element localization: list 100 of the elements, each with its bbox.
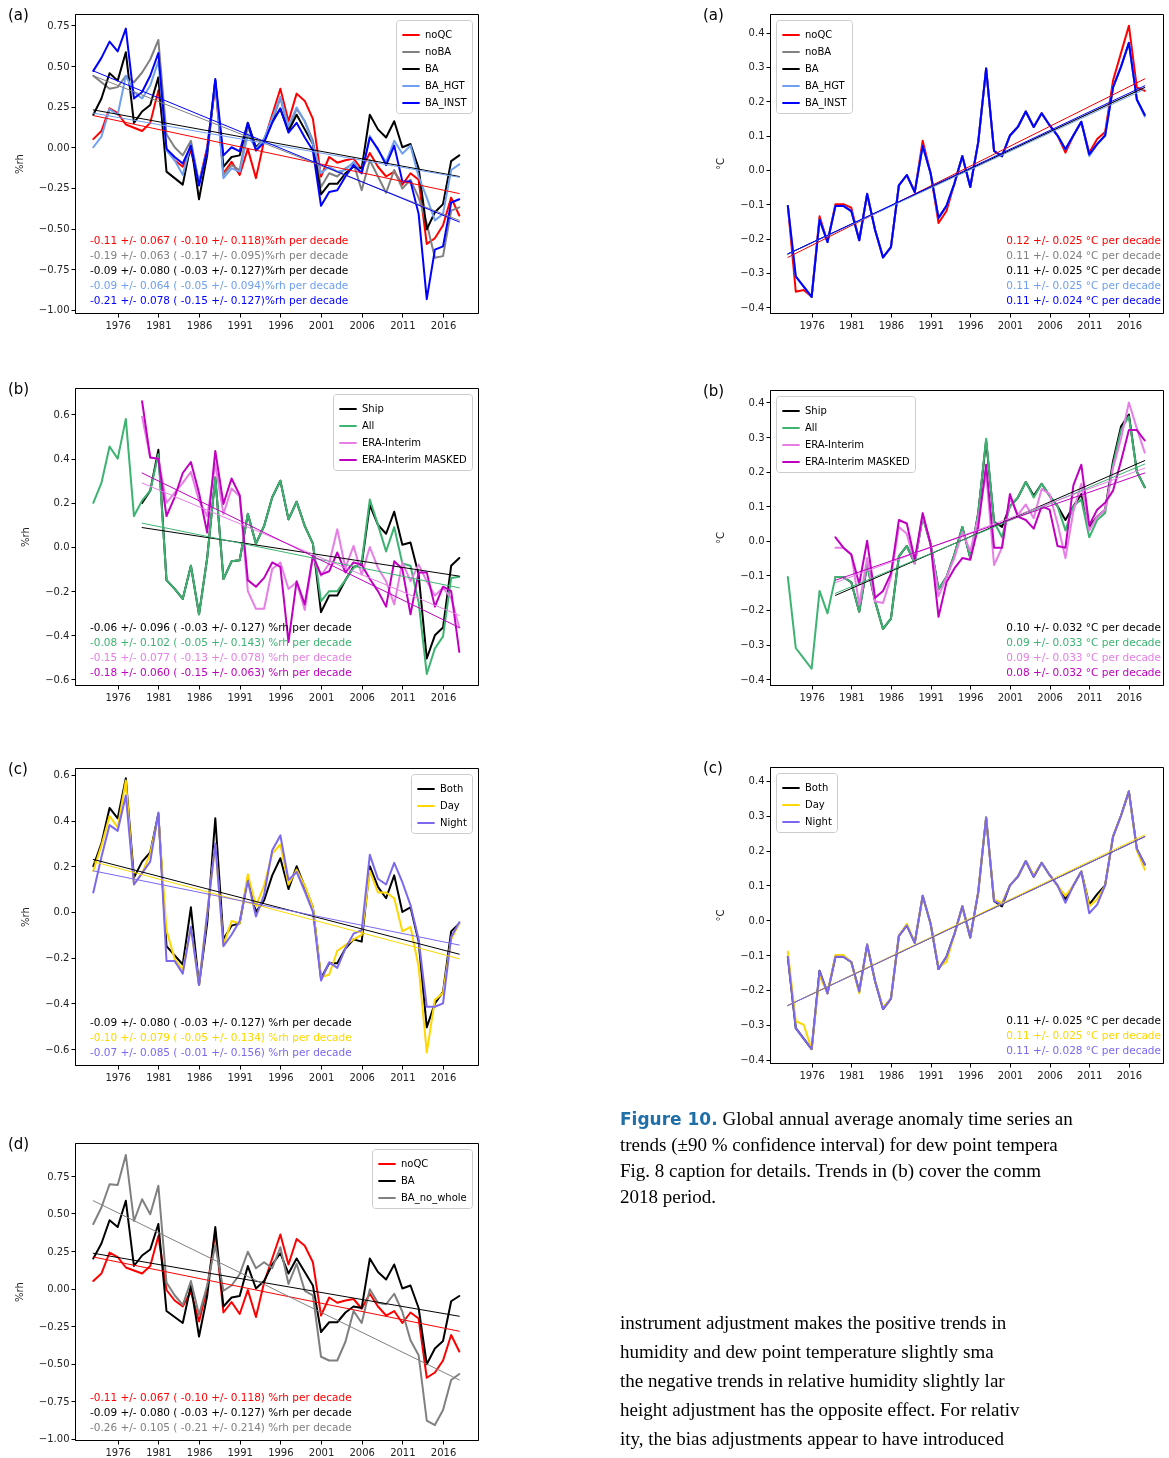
annotation: -0.09 +/- 0.080 ( -0.03 +/- 0.127) %rh per decade [90,1016,352,1028]
annotation: 0.11 +/- 0.025 °C per decade [1006,279,1161,291]
text: trends (±90 % confidence interval) for dew point tempera [620,1133,1059,1157]
x-tick-label: 2001 [308,1071,335,1083]
y-tick-label: −0.4 [45,997,70,1009]
x-tick-label: 2006 [1037,691,1063,703]
y-tick-label: 0.2 [748,845,765,857]
x-tick-label: 2001 [308,319,335,331]
x-tick-label: 2006 [1037,319,1063,331]
legend-label: ERA-Interim [805,439,865,450]
annotation: -0.09 +/- 0.080 ( -0.03 +/- 0.127) %rh per decade [90,1406,352,1418]
x-tick-label: 2016 [1116,1069,1143,1081]
x-tick-label: 2011 [390,691,416,703]
y-tick-label: 0.4 [748,396,765,408]
annotation: -0.18 +/- 0.060 ( -0.15 +/- 0.063) %rh per decade [90,666,352,678]
x-tick-label: 1976 [105,319,131,331]
annotation: 0.11 +/- 0.028 °C per decade [1006,1044,1161,1056]
legend-label: BA_INST [425,97,468,109]
chart-title: (b) [8,380,30,398]
y-tick-label: −0.4 [740,301,765,313]
legend-label: BA_no_whole [401,1192,467,1204]
x-tick-label: 2016 [1116,319,1143,331]
x-tick-label: 1996 [958,1069,984,1081]
x-tick-label: 1991 [227,691,253,703]
annotation: 0.09 +/- 0.033 °C per decade [1006,636,1161,648]
y-tick-label: −0.2 [740,984,765,996]
y-axis-title: %rh [13,1282,25,1302]
y-tick-label: −0.3 [740,1019,765,1031]
legend-label: Ship [805,405,827,416]
chart-title: (c) [8,760,28,778]
x-tick-label: 1996 [268,1071,294,1083]
y-tick-label: −0.3 [740,639,765,651]
chart-title: (a) [8,6,29,24]
y-tick-label: 0.4 [53,453,70,465]
y-tick-label: −0.75 [38,263,70,275]
x-tick-label: 1986 [878,319,905,331]
legend-label: Day [805,799,825,810]
y-tick-label: −0.1 [740,949,765,961]
legend-label: BA_HGT [425,80,466,92]
text: humidity and dew point temperature slightly sma [620,1340,995,1364]
legend-label: noQC [401,1158,429,1169]
x-tick-label: 1986 [186,319,213,331]
y-tick-label: 0.4 [748,27,765,39]
annotation: 0.11 +/- 0.025 °C per decade [1006,264,1161,276]
x-tick-label: 2001 [308,691,335,703]
text: Figure 10. [620,1109,718,1129]
annotation: -0.08 +/- 0.102 ( -0.05 +/- 0.143) %rh per decade [90,636,352,648]
x-tick-label: 1986 [186,691,213,703]
legend-label: All [805,422,818,433]
legend-label: BA [401,1175,415,1186]
x-tick-label: 1986 [878,691,905,703]
annotation: 0.11 +/- 0.024 °C per decade [1006,294,1161,306]
x-tick-label: 1991 [918,1069,944,1081]
legend-label: noBA [425,46,452,57]
x-tick-label: 2011 [1077,691,1103,703]
annotation: -0.26 +/- 0.105 ( -0.21 +/- 0.214) %rh per decade [90,1421,352,1433]
text: instrument adjustment makes the positive trends in [620,1311,1008,1335]
x-tick-label: 2016 [1116,691,1143,703]
legend-label: Day [440,800,460,811]
y-tick-label: −0.2 [45,952,70,964]
x-tick-label: 1996 [958,319,984,331]
x-tick-label: 2006 [1037,1069,1063,1081]
legend-label: Night [805,816,832,827]
x-tick-label: 1991 [918,319,944,331]
y-tick-label: 0.00 [47,1283,70,1294]
x-tick-label: 1991 [918,691,944,703]
chart-title: (c) [703,759,723,777]
x-tick-label: 1981 [146,319,172,331]
caption: Fig. 8 caption for details. Trends in (b) cover the comm [620,1159,1043,1183]
annotation: 0.11 +/- 0.024 °C per decade [1006,249,1161,261]
legend-label: ERA-Interim MASKED [362,454,467,465]
y-tick-label: 0.2 [748,466,765,478]
x-tick-label: 1996 [268,319,294,331]
x-tick-label: 1986 [186,1446,213,1458]
x-tick-label: 1986 [878,1069,905,1081]
y-tick-label: −0.6 [45,1043,70,1055]
x-tick-label: 2016 [430,1071,457,1083]
y-tick-label: −0.4 [740,673,765,685]
y-tick-label: 0.1 [748,130,765,142]
annotation: -0.11 +/- 0.067 ( -0.10 +/- 0.118) %rh per decade [90,1391,352,1403]
y-tick-label: 0.50 [47,60,70,72]
y-tick-label: 0.2 [53,860,70,872]
x-tick-label: 1981 [146,1071,172,1083]
y-tick-label: 0.0 [748,164,765,176]
y-axis-title: °C [715,531,727,544]
legend-label: Both [440,783,464,794]
text: height adjustment has the opposite effect. For relativ [620,1398,1020,1422]
legend-label: All [362,420,375,431]
x-tick-label: 1981 [839,319,865,331]
x-tick-label: 2006 [349,691,375,703]
y-tick-label: −0.75 [38,1395,70,1407]
y-tick-label: 0.75 [47,1170,70,1182]
annotation: 0.10 +/- 0.032 °C per decade [1006,621,1161,633]
chart-title: (b) [703,382,725,400]
y-tick-label: −0.25 [38,182,70,194]
text: ity, the bias adjustments appear to have introduced [620,1427,1005,1451]
y-tick-label: −0.2 [45,585,70,597]
x-tick-label: 1981 [146,691,172,703]
y-tick-label: −0.4 [740,1054,765,1066]
y-tick-label: −0.1 [740,198,765,210]
